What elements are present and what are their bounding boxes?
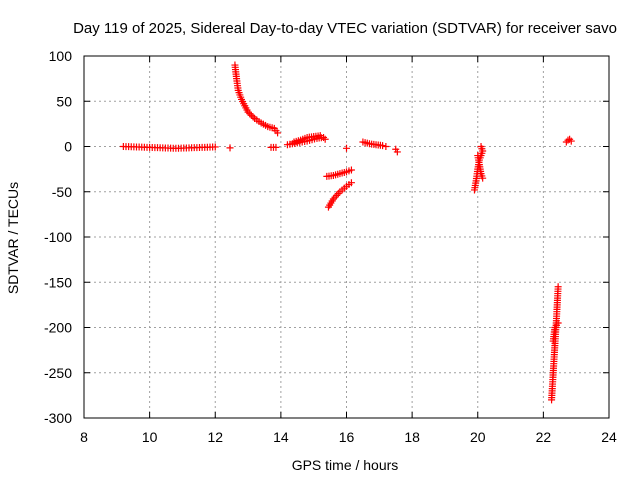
x-tick-label: 10 xyxy=(142,429,158,445)
data-point xyxy=(379,142,387,150)
series-segment-15 xyxy=(549,319,562,345)
x-tick-label: 24 xyxy=(601,429,617,445)
data-point xyxy=(246,110,254,118)
y-axis-label: SDTVAR / TECUs xyxy=(5,182,21,294)
y-tick-label: -250 xyxy=(44,365,72,381)
data-point xyxy=(274,129,282,137)
data-point xyxy=(211,143,219,151)
x-tick-label: 16 xyxy=(339,429,355,445)
data-point xyxy=(249,113,257,121)
data-series xyxy=(119,61,575,404)
y-tick-label: -150 xyxy=(44,274,72,290)
data-point xyxy=(554,283,562,291)
series-segment-1 xyxy=(119,143,219,152)
data-point xyxy=(321,135,329,143)
y-tick-label: 100 xyxy=(49,48,73,64)
data-point xyxy=(567,137,575,145)
data-point xyxy=(554,319,562,327)
data-point xyxy=(272,143,280,151)
data-point xyxy=(343,144,350,152)
data-point xyxy=(382,143,390,150)
data-point xyxy=(479,174,487,182)
chart-title: Day 119 of 2025, Sidereal Day-to-day VTE… xyxy=(73,20,617,37)
series-segment-4 xyxy=(267,143,280,151)
y-tick-label: 0 xyxy=(64,139,72,155)
x-axis-label: GPS time / hours xyxy=(292,457,399,473)
data-point xyxy=(244,108,252,116)
y-tick-label: -300 xyxy=(44,410,72,426)
series-segment-8 xyxy=(324,179,355,211)
series-segment-9 xyxy=(343,144,350,152)
series-segment-11 xyxy=(392,145,401,156)
axis-ticks: 8 10 12 14 16 18 20 22 24 100 50 0 -50 -100 -150 -200 -2… xyxy=(44,48,617,445)
data-point xyxy=(347,179,355,187)
x-tick-label: 18 xyxy=(404,429,420,445)
x-tick-label: 8 xyxy=(80,429,88,445)
series-segment-7 xyxy=(323,166,355,180)
series-segment-6 xyxy=(290,132,324,146)
data-point xyxy=(316,132,324,140)
series-segment-3 xyxy=(231,61,282,137)
grid-lines xyxy=(84,56,609,418)
series-segment-2 xyxy=(226,144,234,152)
data-point xyxy=(477,143,485,150)
data-point xyxy=(393,148,401,156)
y-tick-label: -100 xyxy=(44,229,72,245)
x-tick-label: 12 xyxy=(207,429,223,445)
series-segment-10 xyxy=(359,138,390,150)
data-point xyxy=(247,111,255,119)
x-tick-label: 20 xyxy=(470,429,486,445)
data-point xyxy=(226,144,234,152)
y-tick-label: -50 xyxy=(52,184,72,200)
series-segment-16 xyxy=(562,135,575,146)
series-segment-13 xyxy=(474,152,487,182)
data-point xyxy=(347,166,355,174)
x-tick-label: 14 xyxy=(273,429,289,445)
y-tick-label: 50 xyxy=(56,93,72,109)
y-tick-label: -200 xyxy=(44,320,72,336)
data-point xyxy=(564,136,572,144)
x-tick-label: 22 xyxy=(536,429,552,445)
